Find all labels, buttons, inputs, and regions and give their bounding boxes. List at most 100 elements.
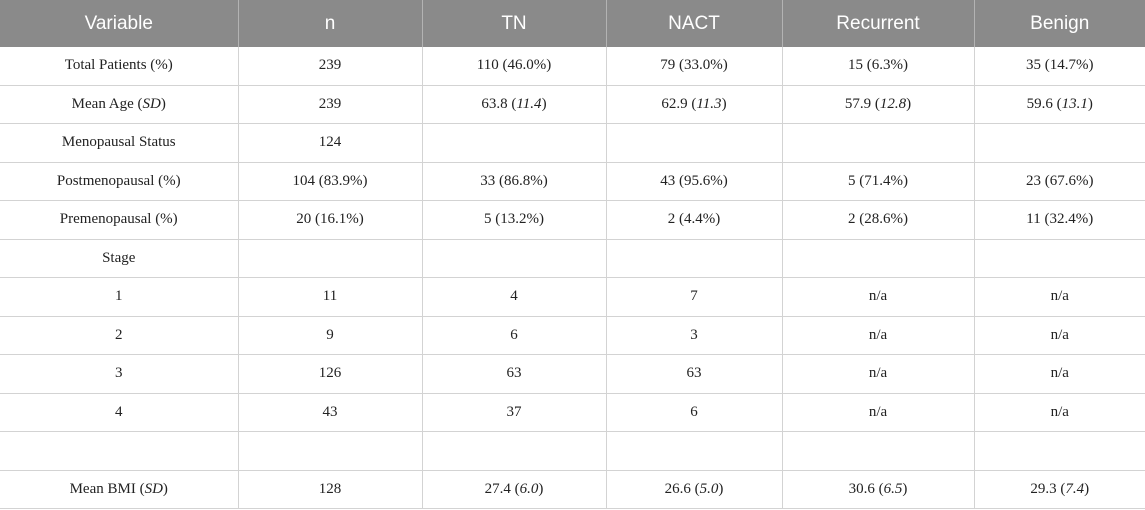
cell-value: 57.9 (: [844, 95, 880, 112]
row-label-text: Stage: [102, 249, 136, 266]
cell-value: 128: [318, 480, 342, 497]
cell-value: 126: [318, 365, 342, 382]
cell-value: n/a: [1050, 326, 1069, 343]
table-cell: 37: [421, 393, 607, 432]
cell-value: n/a: [868, 326, 888, 343]
table-cell: [421, 239, 607, 278]
cell-value: 30.6 (: [848, 480, 884, 497]
table-cell: [237, 431, 423, 471]
table-cell: [781, 431, 975, 471]
cell-value: 6: [690, 403, 698, 420]
table-cell: 29.3 (7.4): [973, 470, 1145, 509]
table-row: Stage: [0, 239, 1145, 278]
row-label-text: Postmenopausal (%): [56, 172, 181, 189]
row-label-text: 2: [115, 326, 123, 343]
table-row: [0, 431, 1145, 471]
cell-value: 15 (6.3%): [848, 57, 908, 74]
table-cell: 3: [605, 316, 783, 355]
table-body: Total Patients (%) 239 110 (46.0%) 79 (33.0…: [0, 47, 1145, 509]
table-cell: 30.6 (6.5): [781, 470, 975, 509]
table-cell: 63.8 (11.4): [421, 85, 607, 124]
table-cell: 63: [421, 354, 607, 394]
cell-value: 3: [690, 326, 698, 343]
row-label: [0, 431, 239, 471]
table-cell: n/a: [973, 277, 1145, 317]
table-cell: n/a: [781, 277, 975, 317]
cell-value: 27.4 (: [484, 480, 520, 497]
table-row: Mean Age (SD) 239 63.8 (11.4) 62.9 (11.3) 57…: [0, 85, 1145, 124]
table-cell: n/a: [973, 354, 1145, 394]
cell-value-tail: ): [1084, 480, 1090, 497]
table-cell: 57.9 (12.8): [781, 85, 975, 124]
row-label: Postmenopausal (%): [0, 162, 239, 201]
row-label: 4: [0, 393, 239, 432]
table-row: 3 126 63 63 n/a n/a: [0, 354, 1145, 394]
table-cell: n/a: [781, 316, 975, 355]
column-header-n: n: [238, 0, 423, 47]
table-cell: 79 (33.0%): [605, 47, 783, 86]
cell-value: 2 (4.4%): [667, 211, 721, 228]
table-cell: [973, 239, 1145, 278]
cell-value: 110 (46.0%): [476, 57, 552, 74]
cell-value: n/a: [868, 365, 888, 382]
table-cell: 5 (13.2%): [421, 200, 607, 240]
header-row: Variable n TN NACT Recurrent Benign: [0, 0, 1145, 47]
table-cell: 27.4 (6.0): [421, 470, 607, 509]
cell-value: 5 (13.2%): [484, 211, 544, 228]
table-cell: 23 (67.6%): [973, 162, 1145, 201]
cell-value: 5 (71.4%): [848, 172, 908, 189]
row-label-text: 4: [115, 403, 123, 420]
cell-value-tail: ): [906, 95, 912, 112]
cell-value: n/a: [868, 403, 888, 420]
row-label-text: Total Patients (%): [64, 57, 173, 74]
table-cell: 104 (83.9%): [237, 162, 423, 201]
column-header-tn: TN: [422, 0, 607, 47]
table-cell: 7: [605, 277, 783, 317]
cell-value-tail: ): [538, 480, 544, 497]
table-cell: [973, 123, 1145, 163]
table-cell: 63: [605, 354, 783, 394]
row-label: 3: [0, 354, 239, 394]
row-label-sd: SD: [144, 480, 163, 497]
table-cell: 9: [237, 316, 423, 355]
cell-value: 239: [318, 57, 342, 74]
column-header-benign: Benign: [974, 0, 1145, 47]
column-header-recurrent: Recurrent: [782, 0, 975, 47]
table-cell: 2 (28.6%): [781, 200, 975, 240]
cell-value: n/a: [1050, 288, 1069, 305]
table-cell: 6: [421, 316, 607, 355]
cell-value: 79 (33.0%): [660, 57, 728, 74]
table-cell: n/a: [781, 393, 975, 432]
cell-sd-value: 11.4: [516, 95, 542, 112]
cell-value: 62.9 (: [661, 95, 697, 112]
cell-value: 63: [686, 365, 702, 382]
table-cell: 11 (32.4%): [973, 200, 1145, 240]
cell-value-tail: ): [1087, 95, 1093, 112]
table-cell: 43 (95.6%): [605, 162, 783, 201]
table-cell: [421, 123, 607, 163]
table-row: Postmenopausal (%) 104 (83.9%) 33 (86.8%) 4…: [0, 162, 1145, 201]
table-cell: [237, 239, 423, 278]
table-row: 2 9 6 3 n/a n/a: [0, 316, 1145, 355]
table-cell: 62.9 (11.3): [605, 85, 783, 124]
cell-value-tail: ): [718, 480, 724, 497]
cell-value: n/a: [1050, 403, 1069, 420]
cell-value: 26.6 (: [664, 480, 700, 497]
cell-value: 9: [326, 326, 334, 343]
table-cell: 2 (4.4%): [605, 200, 783, 240]
table-cell: 5 (71.4%): [781, 162, 975, 201]
cell-value: 11: [322, 288, 338, 305]
cell-value: n/a: [868, 288, 888, 305]
row-label-text: 1: [115, 288, 123, 305]
cell-value: 20 (16.1%): [296, 211, 364, 228]
cell-sd-value: 13.1: [1061, 95, 1088, 112]
table-cell: 239: [237, 85, 423, 124]
row-label-text: 3: [115, 365, 123, 382]
table-cell: [605, 431, 783, 471]
table-cell: 110 (46.0%): [421, 47, 607, 86]
cell-sd-value: 6.5: [883, 480, 903, 497]
table-cell: [973, 431, 1145, 471]
row-label-tail: ): [160, 95, 166, 112]
table-row: Menopausal Status 124: [0, 123, 1145, 163]
